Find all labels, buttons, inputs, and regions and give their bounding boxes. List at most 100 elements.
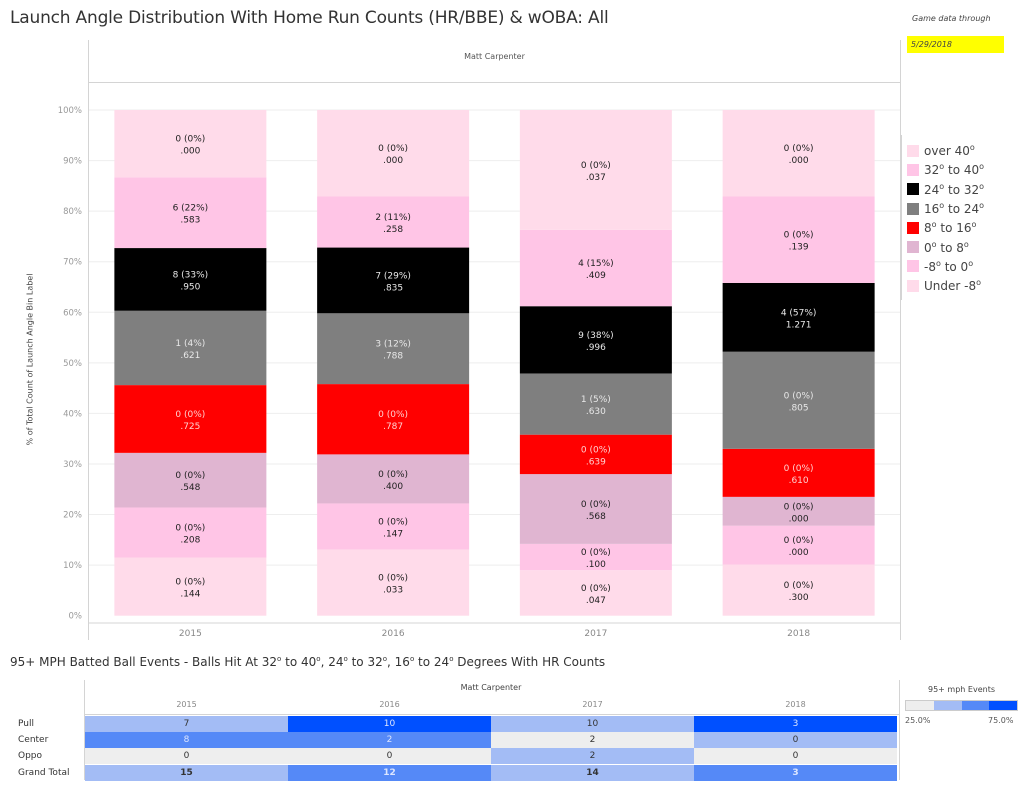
data-label-hr: 0 (0%) <box>784 581 814 591</box>
y-tick-label: 70% <box>63 258 82 268</box>
table-cell: 14 <box>491 765 694 781</box>
data-label-hr: 1 (5%) <box>581 395 611 405</box>
data-label-woba: .805 <box>789 403 809 413</box>
data-label-hr: 0 (0%) <box>784 391 814 401</box>
y-tick-label: 30% <box>63 460 82 470</box>
data-label-woba: .000 <box>789 514 809 524</box>
legend-item[interactable]: 24o to 32o <box>907 180 984 199</box>
data-label-woba: .583 <box>180 216 200 226</box>
data-label-hr: 2 (11%) <box>375 213 411 223</box>
legend-item[interactable]: Under -8o <box>907 276 984 295</box>
legend-label: 8o to 16o <box>924 220 977 236</box>
bar-segment <box>722 525 875 565</box>
table-cell: 2 <box>491 748 694 764</box>
bar-segment <box>722 282 875 352</box>
data-label-hr: 3 (12%) <box>375 340 411 350</box>
data-label-hr: 0 (0%) <box>784 144 814 154</box>
legend-swatch <box>907 202 919 215</box>
x-tick-label: 2016 <box>382 629 405 639</box>
bar-segment <box>317 313 470 385</box>
data-label-hr: 0 (0%) <box>175 578 205 588</box>
legend-item[interactable]: -8o to 0o <box>907 257 984 276</box>
bar-segment <box>519 110 672 230</box>
data-label-hr: 9 (38%) <box>578 331 614 341</box>
data-label-hr: 0 (0%) <box>175 471 205 481</box>
bar-segment <box>722 196 875 283</box>
legend-swatch <box>907 221 919 234</box>
data-label-woba: .548 <box>180 483 200 493</box>
x-tick-label: 2018 <box>787 629 810 639</box>
data-label-hr: 0 (0%) <box>784 464 814 474</box>
data-label-woba: .787 <box>383 422 403 432</box>
table-player-header: Matt Carpenter <box>460 683 522 692</box>
game-data-label: Game data through <box>912 14 991 23</box>
data-label-hr: 0 (0%) <box>581 445 611 455</box>
game-data-date: 5/29/2018 <box>907 36 1004 53</box>
y-tick-label: 80% <box>63 207 82 217</box>
table-year-header: 2017 <box>582 700 603 709</box>
gradient-step <box>989 701 1017 710</box>
x-tick-label: 2017 <box>584 629 607 639</box>
legend-item[interactable]: over 40o <box>907 141 984 160</box>
data-label-woba: .621 <box>180 351 200 361</box>
data-label-woba: .996 <box>586 343 606 353</box>
y-tick-label: 0% <box>69 612 83 622</box>
data-label-hr: 1 (4%) <box>175 339 205 349</box>
table-cell: 3 <box>694 765 897 781</box>
chart-frame-right <box>900 40 901 640</box>
legend-item[interactable]: 0o to 8o <box>907 237 984 256</box>
data-label-hr: 0 (0%) <box>378 517 408 527</box>
gradient-legend-max: 75.0% <box>988 716 1014 725</box>
data-label-hr: 0 (0%) <box>175 135 205 145</box>
y-tick-label: 50% <box>63 359 82 369</box>
stacked-bar-chart: 0% 10% 20% 30% 40% 50% 60% 70% 80% 90% 100% 0 (0%).… <box>58 106 900 639</box>
table-cell: 15 <box>85 765 288 781</box>
table-cell: 0 <box>694 748 897 764</box>
y-tick-label: 100% <box>58 106 82 116</box>
table-title: 95+ MPH Batted Ball Events - Balls Hit A… <box>10 655 606 669</box>
bar-segment <box>114 110 267 178</box>
table-cell: 8 <box>85 732 288 748</box>
data-label-hr: 4 (57%) <box>781 308 817 318</box>
legend-item[interactable]: 32o to 40o <box>907 160 984 179</box>
legend-item[interactable]: 16o to 24o <box>907 199 984 218</box>
data-label-hr: 0 (0%) <box>378 144 408 154</box>
bar-segment <box>722 564 875 616</box>
data-label-woba: .300 <box>789 593 809 603</box>
data-label-woba: .047 <box>586 596 606 606</box>
data-label-woba: .610 <box>789 476 809 486</box>
data-label-woba: .950 <box>180 282 200 292</box>
bar-segment <box>114 310 267 386</box>
table-cell: 2 <box>288 732 491 748</box>
data-label-hr: 0 (0%) <box>581 500 611 510</box>
data-label-woba: .144 <box>180 590 200 600</box>
table-cell: 12 <box>288 765 491 781</box>
bar-segment <box>317 384 470 455</box>
data-label-woba: .147 <box>383 529 403 539</box>
table-right-border <box>899 680 900 780</box>
gradient-legend-bar <box>905 700 1018 711</box>
data-label-woba: .400 <box>383 482 403 492</box>
gradient-step <box>933 701 962 710</box>
legend-label: Under -8o <box>924 278 982 294</box>
legend-item[interactable]: 8o to 16o <box>907 218 984 237</box>
data-label-hr: 0 (0%) <box>784 502 814 512</box>
bar-segment <box>114 557 267 616</box>
table-year-header: 2016 <box>379 700 400 709</box>
data-label-woba: .258 <box>383 225 403 235</box>
legend-swatch <box>907 183 919 196</box>
data-label-woba: .033 <box>383 586 403 596</box>
table-year-header: 2015 <box>176 700 197 709</box>
y-tick-label: 60% <box>63 308 82 318</box>
data-label-woba: .000 <box>789 156 809 166</box>
legend-label: -8o to 0o <box>924 258 974 274</box>
gradient-legend-title: 95+ mph Events <box>928 685 995 694</box>
data-label-woba: 1.271 <box>786 320 812 330</box>
legend-swatch <box>907 279 919 292</box>
data-label-hr: 0 (0%) <box>175 410 205 420</box>
legend-swatch <box>907 241 919 254</box>
table-cell: 0 <box>288 748 491 764</box>
table-row-label: Oppo <box>18 751 43 761</box>
table-cell: 0 <box>694 732 897 748</box>
table-cell: 0 <box>85 748 288 764</box>
